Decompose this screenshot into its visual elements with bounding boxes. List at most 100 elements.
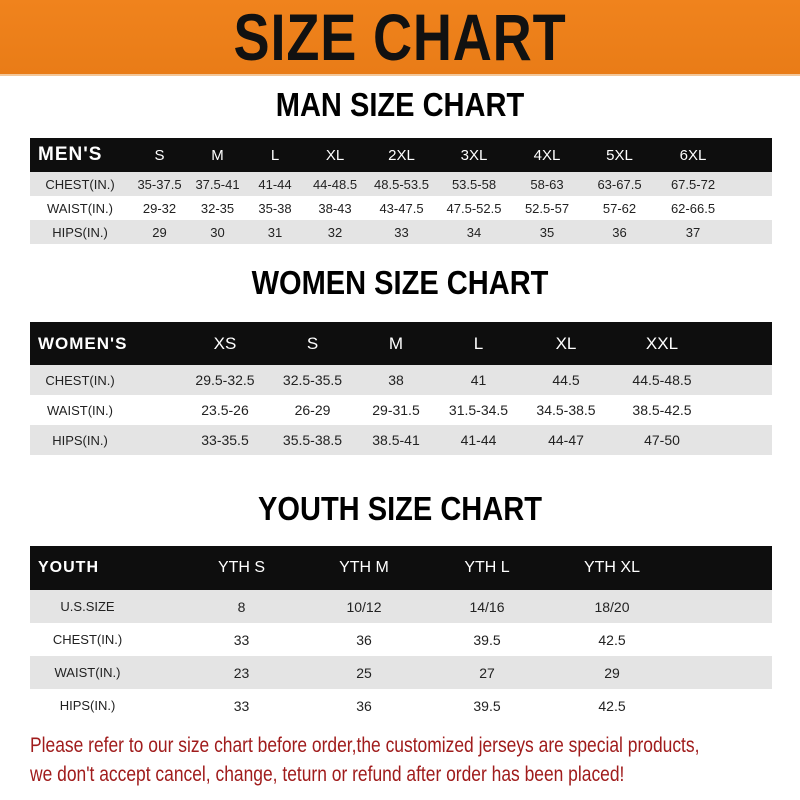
row-label: HIPS(IN.) [52, 224, 108, 240]
measurement-cell: 29 [152, 224, 167, 240]
notice-line-2: we don't accept cancel, change, teturn o… [30, 763, 625, 786]
row-label: WAIST(IN.) [47, 200, 113, 216]
measurement-cell: 62-66.5 [670, 200, 716, 216]
measurement-cell: 29-31.5 [372, 402, 420, 418]
measurement-cell: 8 [237, 598, 246, 615]
measurement-cell: 42.5 [598, 697, 626, 714]
measurement-cell: 38-43 [318, 200, 352, 216]
measurement-cell: 29-32 [142, 200, 177, 216]
measurement-cell: 25 [356, 664, 372, 681]
table-header-label: YOUTH [38, 559, 99, 576]
size-column-header: L [473, 333, 484, 353]
measurement-cell: 58-63 [530, 176, 564, 192]
table-row: WAIST(IN.) 29-32 32-35 35-38 38-43 43-47.5 47.… [30, 196, 772, 220]
size-column-header: YTH XL [583, 559, 640, 576]
banner: SIZE CHART [0, 0, 800, 76]
measurement-cell: 63-67.5 [597, 176, 642, 192]
table-header-row: WOMEN'S XS S M L XL XXL [30, 322, 772, 365]
measurement-cell: 44-48.5 [312, 176, 358, 192]
table-row: CHEST(IN.) 35-37.5 37.5-41 41-44 44-48.5 48.5… [30, 172, 772, 196]
table-header-row: MEN'S S M L XL 2XL 3XL 4XL 5XL 6XL [30, 138, 772, 172]
measurement-cell: 23 [233, 664, 250, 681]
size-column-header: YTH L [464, 559, 510, 576]
table-row: U.S.SIZE 8 10/12 14/16 18/20 [30, 590, 772, 623]
table-row: WAIST(IN.) 23.5-26 26-29 29-31.5 31.5-34.5 34… [30, 395, 772, 425]
size-column-header: 3XL [460, 146, 488, 164]
row-label: HIPS(IN.) [52, 432, 108, 448]
table-row: CHEST(IN.) 29.5-32.5 32.5-35.5 38 41 44.5 44.5… [30, 365, 772, 395]
table-header-label: WOMEN'S [38, 333, 128, 353]
size-column-header: XXL [645, 333, 679, 353]
measurement-cell: 35-37.5 [137, 176, 182, 192]
men-size-table: MEN'S S M L XL 2XL 3XL 4XL 5XL 6XL CHEST(IN.) 35-37… [30, 138, 772, 244]
measurement-cell: 36 [356, 631, 372, 648]
size-column-header: S [306, 333, 319, 353]
size-column-header: 4XL [533, 146, 561, 164]
size-column-header: 2XL [388, 146, 415, 164]
measurement-cell: 36 [356, 697, 372, 714]
measurement-cell: 23.5-26 [201, 402, 249, 418]
measurement-cell: 38 [388, 372, 404, 388]
row-label: HIPS(IN.) [59, 698, 116, 713]
table-row: HIPS(IN.) 33 36 39.5 42.5 [30, 689, 772, 722]
banner-title: SIZE CHART [233, 0, 567, 74]
measurement-cell: 43-47.5 [379, 200, 424, 216]
size-column-header: YTH S [217, 559, 266, 576]
measurement-cell: 33-35.5 [201, 432, 249, 448]
measurement-cell: 30 [210, 224, 225, 240]
row-label: WAIST(IN.) [47, 402, 113, 418]
measurement-cell: 39.5 [473, 697, 501, 714]
measurement-cell: 53.5-58 [451, 176, 497, 192]
row-label: CHEST(IN.) [52, 632, 123, 647]
size-column-header: M [211, 146, 224, 164]
size-column-header: M [388, 333, 404, 353]
measurement-cell: 14/16 [469, 598, 505, 615]
row-label: U.S.SIZE [60, 599, 115, 614]
measurement-cell: 52.5-57 [524, 200, 570, 216]
measurement-cell: 37.5-41 [195, 176, 240, 192]
measurement-cell: 35 [539, 224, 555, 240]
measurement-cell: 39.5 [473, 631, 501, 648]
women-size-table: WOMEN'S XS S M L XL XXL CHEST(IN.) 29.5-32.5 32.5… [30, 322, 772, 455]
measurement-cell: 41-44 [460, 432, 497, 448]
table-header-row: YOUTH YTH S YTH M YTH L YTH XL [30, 546, 772, 590]
men-section-title: MAN SIZE CHART [275, 86, 525, 123]
measurement-cell: 32.5-35.5 [282, 372, 343, 388]
measurement-cell: 10/12 [346, 598, 382, 615]
measurement-cell: 35-38 [258, 200, 292, 216]
measurement-cell: 36 [612, 224, 627, 240]
size-column-header: YTH M [339, 559, 389, 576]
youth-size-table: YOUTH YTH S YTH M YTH L YTH XL U.S.SIZE 8 10/12… [30, 546, 772, 722]
measurement-cell: 38.5-41 [372, 432, 420, 448]
table-row: HIPS(IN.) 29 30 31 32 33 34 35 36 37 [30, 220, 772, 244]
row-label: CHEST(IN.) [45, 372, 115, 388]
measurement-cell: 33 [233, 631, 250, 648]
row-label: CHEST(IN.) [45, 176, 115, 192]
measurement-cell: 47-50 [644, 432, 680, 448]
measurement-cell: 31 [267, 224, 283, 240]
size-column-header: S [154, 146, 165, 164]
size-column-header: L [270, 146, 280, 164]
size-column-header: 5XL [606, 146, 633, 164]
table-row: WAIST(IN.) 23 25 27 29 [30, 656, 772, 689]
measurement-cell: 42.5 [598, 631, 626, 648]
measurement-cell: 33 [233, 697, 250, 714]
size-column-header: XL [555, 333, 577, 353]
table-row: CHEST(IN.) 33 36 39.5 42.5 [30, 623, 772, 656]
measurement-cell: 44-47 [548, 432, 584, 448]
size-column-header: 6XL [679, 146, 707, 164]
table-header-label: MEN'S [38, 144, 103, 165]
measurement-cell: 47.5-52.5 [446, 200, 502, 216]
measurement-cell: 41-44 [258, 176, 292, 192]
measurement-cell: 32-35 [200, 200, 235, 216]
measurement-cell: 35.5-38.5 [282, 432, 343, 448]
youth-section-title: YOUTH SIZE CHART [258, 490, 542, 527]
measurement-cell: 26-29 [294, 402, 331, 418]
measurement-cell: 18/20 [594, 598, 630, 615]
size-column-header: XS [213, 333, 237, 353]
notice-line-1: Please refer to our size chart before or… [30, 734, 700, 757]
table-row: HIPS(IN.) 33-35.5 35.5-38.5 38.5-41 41-44 44-… [30, 425, 772, 455]
measurement-cell: 29 [604, 664, 620, 681]
measurement-cell: 38.5-42.5 [632, 402, 692, 418]
measurement-cell: 37 [685, 224, 701, 240]
